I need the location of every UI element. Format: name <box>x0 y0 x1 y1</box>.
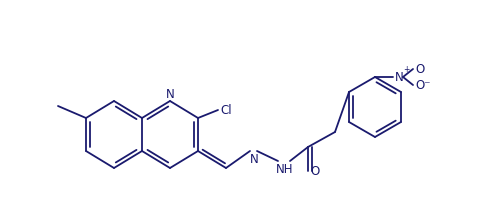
Text: N: N <box>395 71 404 84</box>
Text: NH: NH <box>276 162 293 175</box>
Text: O: O <box>310 165 319 178</box>
Text: N: N <box>166 88 174 101</box>
Text: O: O <box>415 63 424 76</box>
Text: +: + <box>403 65 409 74</box>
Text: Cl: Cl <box>220 104 232 117</box>
Text: N: N <box>250 152 259 165</box>
Text: O⁻: O⁻ <box>415 79 430 92</box>
